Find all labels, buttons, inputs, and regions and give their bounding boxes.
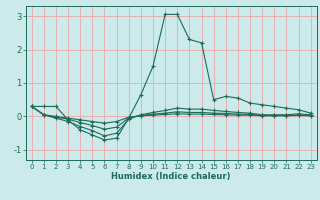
- X-axis label: Humidex (Indice chaleur): Humidex (Indice chaleur): [111, 172, 231, 181]
